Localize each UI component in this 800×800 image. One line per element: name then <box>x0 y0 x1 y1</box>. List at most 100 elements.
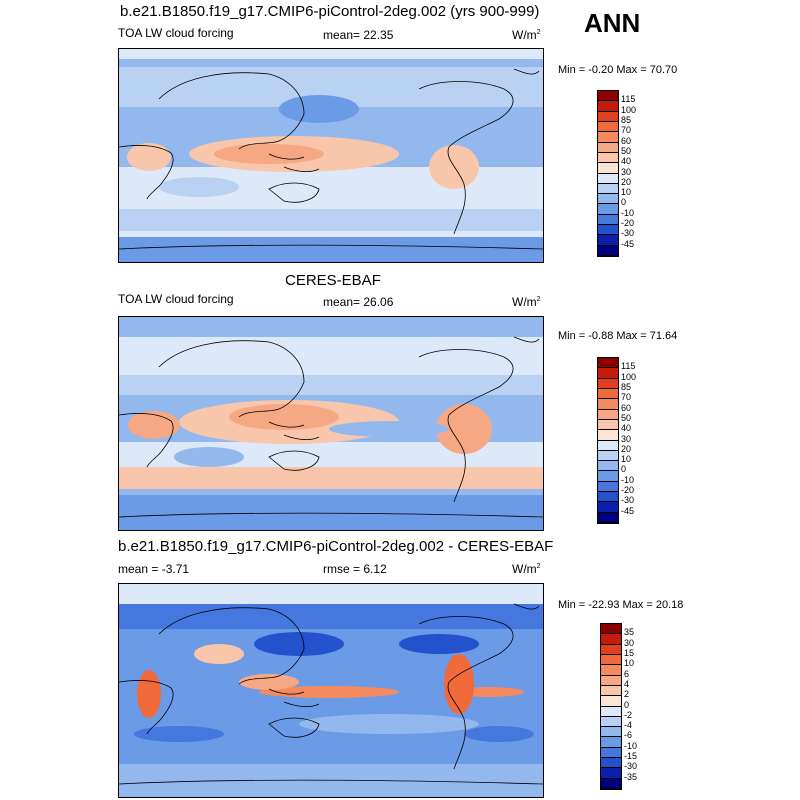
colorbar-swatch <box>601 675 621 686</box>
colorbar-level-label: -30 <box>621 495 635 506</box>
colorbar-level-label: -35 <box>624 771 638 782</box>
colorbar-swatch <box>598 101 618 112</box>
panel-2-minmax: Min = -0.88 Max = 71.64 <box>558 330 678 342</box>
season-label: ANN <box>584 8 641 38</box>
colorbar-swatch <box>598 512 618 523</box>
colorbar-level-label: -30 <box>621 228 635 239</box>
colorbar-swatch <box>598 225 618 236</box>
colorbar-level-label: 0 <box>621 464 627 475</box>
panel-3-rmse: rmse = 6.12 <box>323 562 387 576</box>
colorbar-swatch <box>598 132 618 143</box>
colorbar-level-label: -30 <box>624 761 638 772</box>
panel-2-colorbar <box>597 357 619 524</box>
colorbar-level-label: 60 <box>621 402 632 413</box>
colorbar-level-label: 85 <box>621 381 632 392</box>
colorbar-level-label: 35 <box>624 627 635 638</box>
colorbar-swatch <box>601 644 621 655</box>
panel-2-mean: mean= 26.06 <box>323 295 394 309</box>
panel-3-map-field <box>119 584 543 797</box>
colorbar-level-label: 70 <box>621 392 632 403</box>
colorbar-swatch <box>598 214 618 226</box>
panel-3-title: b.e21.B1850.f19_g17.CMIP6-piControl-2deg… <box>118 538 554 555</box>
colorbar-swatch <box>601 634 621 645</box>
colorbar-swatch <box>601 727 621 738</box>
panel-1-map-field <box>119 49 543 262</box>
panel-1-mean: mean= 22.35 <box>323 28 394 42</box>
colorbar-level-label: 30 <box>621 433 632 444</box>
colorbar-swatch <box>601 706 621 717</box>
colorbar-level-label: 30 <box>624 637 635 648</box>
colorbar-level-label: 6 <box>624 668 630 679</box>
colorbar-swatch <box>598 409 618 420</box>
panel-3-map <box>118 583 544 798</box>
colorbar-level-label: -10 <box>621 207 635 218</box>
colorbar-level-label: -45 <box>621 238 635 249</box>
colorbar-swatch <box>598 502 618 513</box>
panel-1-title: b.e21.B1850.f19_g17.CMIP6-piControl-2deg… <box>120 3 540 20</box>
colorbar-swatch <box>598 173 618 184</box>
colorbar-swatch <box>601 716 621 728</box>
colorbar-swatch <box>598 471 618 482</box>
colorbar-level-label: 50 <box>621 412 632 423</box>
panel-2-map <box>118 316 544 531</box>
colorbar-level-label: -4 <box>624 720 633 731</box>
colorbar-level-label: 115 <box>621 361 636 372</box>
colorbar-level-label: 100 <box>621 371 637 382</box>
colorbar-level-label: 10 <box>621 187 632 198</box>
colorbar-level-label: -45 <box>621 505 635 516</box>
colorbar-swatch <box>601 696 621 707</box>
colorbar-level-label: -15 <box>624 751 638 762</box>
colorbar-level-label: 30 <box>621 166 632 177</box>
colorbar-level-label: 2 <box>624 689 630 700</box>
colorbar-swatch <box>598 358 618 369</box>
colorbar-swatch <box>601 624 621 635</box>
colorbar-level-label: 10 <box>624 658 635 669</box>
colorbar-level-label: 100 <box>621 104 637 115</box>
panel-3-units: W/m2 <box>512 562 541 576</box>
panel-1-colorbar <box>597 90 619 257</box>
panel-1-units: W/m2 <box>512 28 541 42</box>
colorbar-swatch <box>598 419 618 431</box>
colorbar-swatch <box>598 91 618 102</box>
colorbar-swatch <box>601 747 621 759</box>
colorbar-swatch <box>598 204 618 215</box>
colorbar-swatch <box>598 492 618 503</box>
colorbar-swatch <box>598 235 618 246</box>
colorbar-level-label: -2 <box>624 709 633 720</box>
colorbar-swatch <box>598 481 618 493</box>
panel-1-map <box>118 48 544 263</box>
colorbar-level-label: -10 <box>621 474 635 485</box>
colorbar-swatch <box>598 440 618 451</box>
colorbar-swatch <box>598 450 618 462</box>
colorbar-swatch <box>598 152 618 164</box>
colorbar-swatch <box>601 737 621 748</box>
colorbar-swatch <box>598 461 618 472</box>
colorbar-level-label: 10 <box>621 454 632 465</box>
colorbar-level-label: -20 <box>621 218 635 229</box>
colorbar-level-label: 70 <box>621 125 632 136</box>
colorbar-swatch <box>598 245 618 256</box>
colorbar-swatch <box>598 121 618 133</box>
colorbar-level-label: 20 <box>621 176 632 187</box>
colorbar-swatch <box>601 685 621 697</box>
colorbar-swatch <box>598 163 618 174</box>
colorbar-swatch <box>598 142 618 153</box>
colorbar-swatch <box>598 399 618 410</box>
colorbar-level-label: 0 <box>624 699 630 710</box>
panel-2-variable: TOA LW cloud forcing <box>118 292 234 306</box>
panel-2-title: CERES-EBAF <box>285 272 381 289</box>
colorbar-level-label: 15 <box>624 647 635 658</box>
colorbar-level-label: 40 <box>621 423 632 434</box>
panel-1-variable: TOA LW cloud forcing <box>118 26 234 40</box>
colorbar-swatch <box>601 758 621 769</box>
colorbar-swatch <box>598 388 618 400</box>
colorbar-swatch <box>598 194 618 205</box>
colorbar-level-label: 40 <box>621 156 632 167</box>
colorbar-swatch <box>598 430 618 441</box>
colorbar-swatch <box>598 183 618 195</box>
panel-1-minmax: Min = -0.20 Max = 70.70 <box>558 64 678 76</box>
colorbar-level-label: 20 <box>621 443 632 454</box>
colorbar-level-label: 115 <box>621 94 636 105</box>
colorbar-swatch <box>601 654 621 666</box>
colorbar-level-label: 50 <box>621 145 632 156</box>
